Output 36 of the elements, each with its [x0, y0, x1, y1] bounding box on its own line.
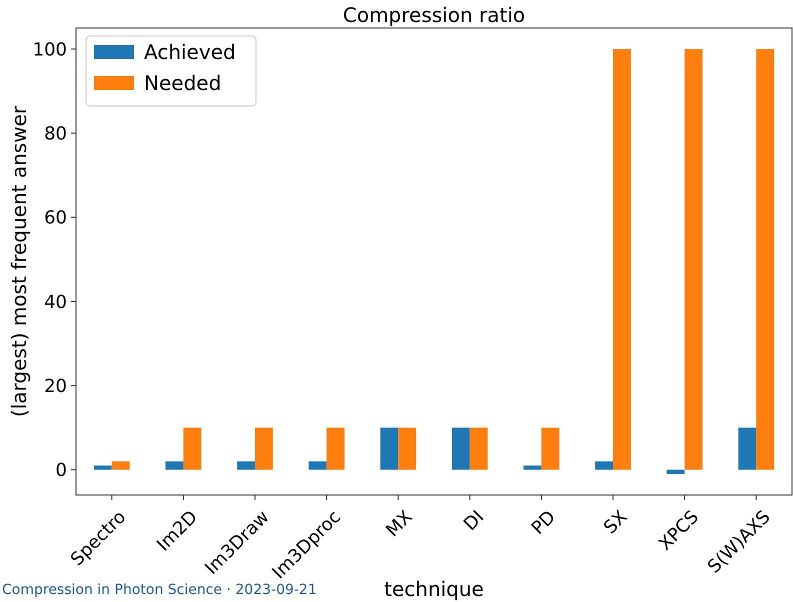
bar — [308, 461, 327, 470]
y-tick-label: 40 — [44, 292, 67, 313]
x-tick-label: SX — [600, 506, 632, 538]
x-axis-title: technique — [384, 577, 484, 601]
legend-label: Needed — [144, 71, 222, 95]
bar — [666, 470, 685, 474]
bar — [470, 428, 488, 470]
bar — [541, 428, 560, 470]
x-tick-label: PD — [528, 506, 560, 539]
x-tick-label: DI — [460, 506, 488, 535]
bar — [595, 461, 613, 470]
legend-label: Achieved — [144, 40, 236, 64]
bar — [183, 428, 202, 470]
bar — [613, 49, 631, 470]
y-tick-label: 100 — [32, 39, 67, 60]
y-axis-title: (largest) most frequent answer — [7, 105, 31, 418]
chart-title: Compression ratio — [342, 3, 526, 27]
bar — [255, 428, 273, 470]
bar — [452, 428, 470, 470]
bar — [380, 428, 398, 470]
bar — [398, 428, 416, 470]
bar — [684, 49, 702, 470]
bar — [738, 428, 756, 470]
bar — [524, 466, 542, 470]
y-tick-label: 20 — [44, 376, 67, 397]
bar — [94, 466, 112, 470]
bar — [166, 461, 184, 470]
bar — [326, 428, 344, 470]
text: Compression in Photon Science · 2023-09-21 — [2, 582, 317, 598]
y-tick-label: 80 — [44, 123, 67, 144]
y-tick-label: 60 — [44, 208, 67, 229]
bar — [756, 49, 774, 470]
x-tick-label: MX — [382, 506, 417, 542]
y-tick-label: 0 — [56, 460, 67, 482]
bar — [237, 461, 255, 470]
bar — [112, 461, 130, 470]
